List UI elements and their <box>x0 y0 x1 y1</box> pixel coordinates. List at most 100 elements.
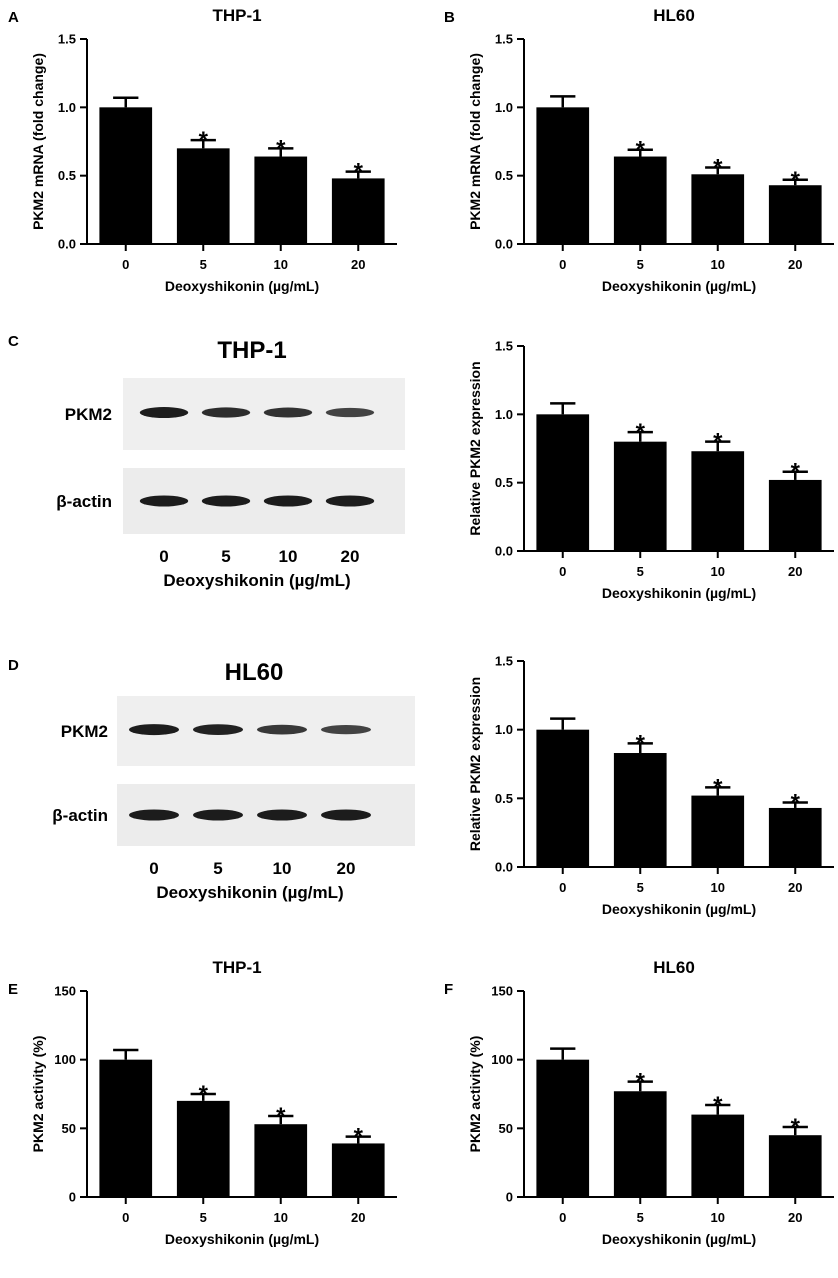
y-tick-label: 0 <box>506 1190 513 1205</box>
bar <box>254 1124 308 1197</box>
y-tick-label: 100 <box>54 1052 76 1067</box>
lane-label: 20 <box>337 859 356 878</box>
x-tick-label: 20 <box>788 564 802 579</box>
bar <box>691 795 745 867</box>
actin-band <box>321 809 371 821</box>
x-axis-label: Deoxyshikonin (µg/mL) <box>602 585 756 601</box>
panel-letter-d: D <box>8 657 19 674</box>
bar <box>768 807 822 867</box>
bar <box>691 1114 745 1197</box>
pkm2-band <box>263 407 313 418</box>
significance-marker: * <box>713 429 723 456</box>
bar <box>331 178 385 244</box>
row-label-pkm2: PKM2 <box>65 405 112 424</box>
x-tick-label: 5 <box>200 257 207 272</box>
bar <box>331 1143 385 1197</box>
x-tick-label: 10 <box>274 1210 288 1225</box>
significance-marker: * <box>636 137 646 164</box>
bar <box>691 174 745 244</box>
actin-band <box>129 809 179 821</box>
x-tick-label: 0 <box>559 257 566 272</box>
significance-marker: * <box>791 167 801 194</box>
chart-c-bar: 0.0 0.5 1.0 1.5 0 5 * 10 * 20 * Deoxyshikonin (µg/m… <box>467 339 834 601</box>
significance-marker: * <box>199 127 209 154</box>
x-tick-label: 10 <box>711 880 725 895</box>
bar <box>613 156 667 244</box>
bar <box>254 156 308 244</box>
x-tick-label: 20 <box>788 1210 802 1225</box>
x-tick-label: 0 <box>559 564 566 579</box>
x-axis-label: Deoxyshikonin (µg/mL) <box>602 1231 756 1247</box>
y-tick-label: 0.5 <box>495 475 513 490</box>
lane-label: 5 <box>213 859 222 878</box>
significance-marker: * <box>636 419 646 446</box>
x-tick-label: 10 <box>711 1210 725 1225</box>
significance-marker: * <box>636 730 646 757</box>
panel-letter-e: E <box>8 981 18 998</box>
panel-letter-c: C <box>8 333 19 350</box>
lane-label: 0 <box>159 547 168 566</box>
y-tick-label: 0.5 <box>495 168 513 183</box>
chart-a: 0.0 0.5 1.0 1.5 0 5 * 10 * 20 * Deoxyshikonin (µg/m… <box>30 6 397 294</box>
blot-x-label: Deoxyshikonin (µg/mL) <box>163 571 350 590</box>
significance-marker: * <box>791 789 801 816</box>
y-axis-label: PKM2 activity (%) <box>30 1036 46 1153</box>
y-tick-label: 0.0 <box>495 237 513 252</box>
y-tick-label: 150 <box>491 984 513 999</box>
y-tick-label: 0.0 <box>58 237 76 252</box>
x-tick-label: 20 <box>351 1210 365 1225</box>
blot-x-label: Deoxyshikonin (µg/mL) <box>156 883 343 902</box>
chart-f: 0 50 100 150 0 5 * 10 * 20 * Deoxyshikonin (µg/mL) P… <box>467 958 834 1247</box>
y-tick-label: 1.0 <box>58 100 76 115</box>
significance-marker: * <box>636 1069 646 1096</box>
blot-title: THP-1 <box>217 337 286 364</box>
bar <box>536 107 590 244</box>
significance-marker: * <box>276 1103 286 1130</box>
row-label-actin: β-actin <box>52 806 108 825</box>
chart-title: THP-1 <box>212 6 261 25</box>
x-tick-label: 5 <box>637 1210 644 1225</box>
actin-band <box>263 495 313 507</box>
significance-marker: * <box>713 1092 723 1119</box>
blot-c: THP-1 PKM2 β-actin 0 5 10 20 Deoxyshikonin (µg/… <box>56 337 405 590</box>
chart-title: HL60 <box>653 6 695 25</box>
y-axis-label: PKM2 mRNA (fold change) <box>30 53 46 230</box>
panel-letter-a: A <box>8 9 19 26</box>
chart-b: 0.0 0.5 1.0 1.5 0 5 * 10 * 20 * Deoxyshikonin (µg/m… <box>467 6 834 294</box>
y-axis-label: PKM2 activity (%) <box>467 1036 483 1153</box>
lane-label: 10 <box>279 547 298 566</box>
x-tick-label: 0 <box>122 1210 129 1225</box>
bar <box>768 479 822 551</box>
y-tick-label: 150 <box>54 984 76 999</box>
x-axis-label: Deoxyshikonin (µg/mL) <box>165 278 319 294</box>
actin-band <box>201 495 251 507</box>
x-tick-label: 0 <box>559 880 566 895</box>
significance-marker: * <box>713 154 723 181</box>
pkm2-band <box>325 407 375 418</box>
x-tick-label: 20 <box>788 880 802 895</box>
y-tick-label: 0.5 <box>58 168 76 183</box>
bar <box>176 1100 230 1197</box>
y-axis-label: Relative PKM2 expression <box>467 677 483 851</box>
bar <box>613 441 667 551</box>
bar <box>99 107 153 244</box>
y-tick-label: 0.0 <box>495 860 513 875</box>
x-tick-label: 5 <box>200 1210 207 1225</box>
pkm2-band <box>139 407 189 419</box>
x-tick-label: 20 <box>788 257 802 272</box>
y-tick-label: 100 <box>491 1052 513 1067</box>
y-tick-label: 0 <box>69 1190 76 1205</box>
y-tick-label: 1.5 <box>495 339 513 354</box>
pkm2-band <box>201 407 251 418</box>
x-tick-label: 5 <box>637 880 644 895</box>
actin-band <box>325 495 375 507</box>
y-axis-label: Relative PKM2 expression <box>467 361 483 535</box>
actin-band <box>193 809 243 821</box>
blot-title: HL60 <box>225 659 284 686</box>
lane-label: 20 <box>341 547 360 566</box>
panel-letter-b: B <box>444 9 455 26</box>
bar <box>536 729 590 867</box>
x-tick-label: 0 <box>122 257 129 272</box>
significance-marker: * <box>354 159 364 186</box>
y-tick-label: 50 <box>62 1121 76 1136</box>
